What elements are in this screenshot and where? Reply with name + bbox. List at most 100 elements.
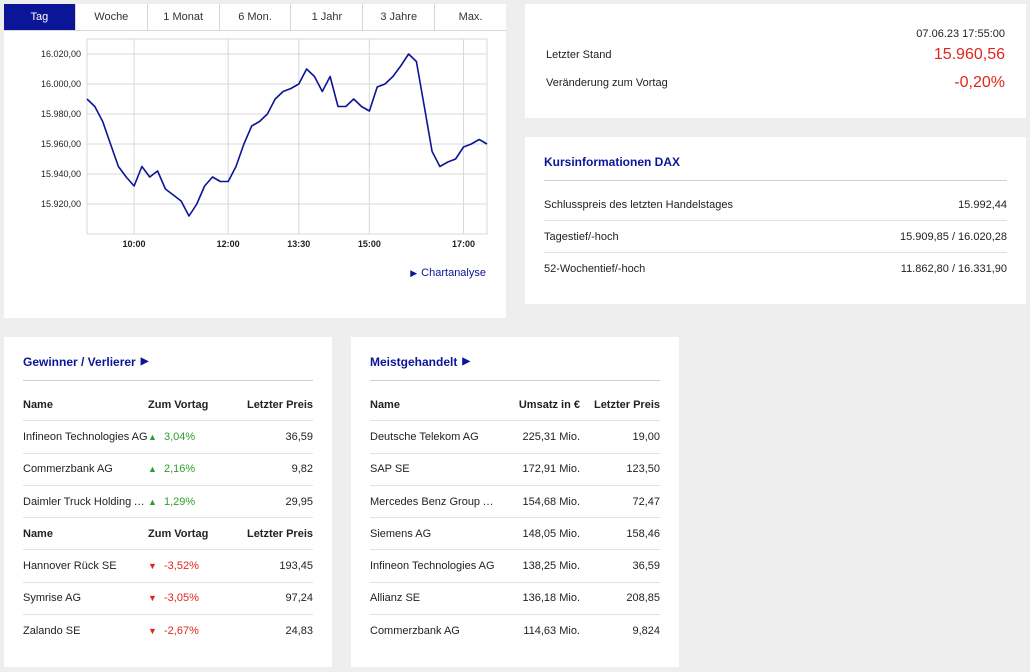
- y-tick-label: 15.980,00: [41, 109, 81, 119]
- info-label: Tagestief/-hoch: [544, 230, 619, 243]
- tab-max[interactable]: Max.: [458, 11, 483, 23]
- stock-change-value: 2,16%: [164, 463, 196, 476]
- col-change: Zum Vortag: [148, 398, 209, 411]
- stock-price: 29,95: [285, 495, 313, 508]
- table-row[interactable]: Daimler Truck Holding AG ▲ 1,29% 29,95: [23, 486, 313, 519]
- stock-volume: 154,68 Mio.: [522, 495, 580, 508]
- stock-name[interactable]: Allianz SE: [370, 592, 421, 605]
- change-value: -0,20%: [954, 74, 1005, 91]
- stock-name[interactable]: SAP SE: [370, 463, 410, 476]
- triangle-right-icon: ▶: [462, 356, 471, 367]
- tab-1-monat[interactable]: 1 Monat: [148, 4, 220, 30]
- stock-name[interactable]: Infineon Technologies AG: [370, 560, 495, 573]
- col-change: Zum Vortag: [148, 527, 209, 540]
- stock-name[interactable]: Commerzbank AG: [370, 625, 460, 638]
- tab-6-mon[interactable]: 6 Mon.: [220, 4, 292, 30]
- chartanalyse-label: Chartanalyse: [421, 267, 486, 279]
- table-row[interactable]: Allianz SE 136,18 Mio. 208,85: [370, 583, 660, 616]
- stock-price: 9,824: [632, 625, 660, 638]
- table-row[interactable]: Siemens AG 148,05 Mio. 158,46: [370, 518, 660, 551]
- stock-price: 19,00: [632, 430, 660, 443]
- last-price-value: 15.960,56: [933, 46, 1005, 63]
- stock-volume: 148,05 Mio.: [522, 527, 580, 540]
- triangle-right-icon: ▶: [140, 356, 149, 367]
- x-tick-label: 12:00: [217, 239, 240, 249]
- stock-name[interactable]: Symrise AG: [23, 592, 82, 605]
- col-price: Letzter Preis: [246, 398, 313, 411]
- price-info-title-text: Kursinformationen DAX: [544, 155, 681, 169]
- most-traded-title[interactable]: Meistgehandelt ▶: [370, 355, 660, 381]
- x-tick-label: 10:00: [123, 239, 146, 249]
- table-header: Name Umsatz in € Letzter Preis: [370, 389, 660, 422]
- stock-name[interactable]: Infineon Technologies AG: [23, 430, 148, 443]
- table-header: Name Zum Vortag Letzter Preis: [23, 389, 313, 422]
- gainers-losers-title[interactable]: Gewinner / Verlierer ▶: [23, 355, 313, 381]
- dax-series-line: [86, 53, 488, 217]
- stock-change: ▲ 1,29%: [148, 496, 228, 508]
- most-traded-title-text: Meistgehandelt: [370, 355, 458, 369]
- most-traded-panel: Meistgehandelt ▶ Name Umsatz in € Letzte…: [351, 337, 679, 667]
- table-row[interactable]: Commerzbank AG ▲ 2,16% 9,82: [23, 454, 313, 486]
- stock-volume: 138,25 Mio.: [522, 560, 580, 573]
- stock-name[interactable]: Siemens AG: [370, 527, 432, 540]
- last-price-label: Letzter Stand: [546, 49, 612, 61]
- stock-change: ▼ -3,05%: [148, 592, 228, 604]
- table-row[interactable]: SAP SE 172,91 Mio. 123,50: [370, 454, 660, 486]
- triangle-down-icon: ▼: [148, 561, 157, 572]
- table-row[interactable]: Mercedes Benz Group AG ... 154,68 Mio. 7…: [370, 486, 660, 519]
- info-row-day-range: Tagestief/-hoch 15.909,85 / 16.020,28: [544, 221, 1007, 253]
- triangle-up-icon: ▲: [148, 431, 157, 442]
- chartanalyse-link[interactable]: ▶ Chartanalyse: [410, 267, 486, 279]
- stock-change-value: -3,52%: [164, 560, 199, 573]
- table-row[interactable]: Infineon Technologies AG ▲ 3,04% 36,59: [23, 421, 313, 454]
- table-row[interactable]: Zalando SE ▼ -2,67% 24,83: [23, 615, 313, 647]
- stock-volume: 225,31 Mio.: [522, 430, 580, 443]
- tab-woche[interactable]: Woche: [76, 4, 148, 30]
- col-price: Letzter Preis: [593, 398, 660, 411]
- info-value: 15.992,44: [958, 198, 1007, 211]
- col-name: Name: [370, 398, 400, 411]
- stock-name[interactable]: Deutsche Telekom AG: [370, 430, 479, 443]
- triangle-down-icon: ▼: [148, 626, 157, 637]
- stock-price: 24,83: [285, 625, 313, 638]
- x-tick-label: 13:30: [287, 239, 310, 249]
- table-row[interactable]: Commerzbank AG 114,63 Mio. 9,824: [370, 615, 660, 647]
- triangle-down-icon: ▼: [148, 593, 157, 604]
- triangle-up-icon: ▲: [148, 496, 157, 507]
- quote-timestamp: 07.06.23 17:55:00: [916, 28, 1005, 40]
- tab-3-jahre[interactable]: 3 Jahre: [363, 4, 436, 30]
- stock-price: 158,46: [626, 527, 660, 540]
- table-row[interactable]: Deutsche Telekom AG 225,31 Mio. 19,00: [370, 421, 660, 454]
- table-row[interactable]: Hannover Rück SE ▼ -3,52% 193,45: [23, 550, 313, 583]
- stock-volume: 172,91 Mio.: [522, 463, 580, 476]
- tab-1-jahr[interactable]: 1 Jahr: [291, 4, 364, 30]
- stock-price: 123,50: [626, 463, 660, 476]
- y-tick-label: 16.000,00: [41, 79, 81, 89]
- col-volume: Umsatz in €: [518, 398, 580, 411]
- stock-name[interactable]: Hannover Rück SE: [23, 560, 117, 573]
- x-tick-label: 15:00: [358, 239, 381, 249]
- info-row-52w-range: 52-Wochentief/-hoch 11.862,80 / 16.331,9…: [544, 253, 1007, 285]
- tab-tag[interactable]: Tag: [4, 4, 76, 30]
- stock-name[interactable]: Mercedes Benz Group AG ...: [370, 495, 495, 508]
- col-name: Name: [23, 527, 53, 540]
- period-tabs: Tag Woche 1 Monat 6 Mon. 1 Jahr 3 Jahre …: [4, 4, 506, 31]
- gainers-losers-panel: Gewinner / Verlierer ▶ Name Zum Vortag L…: [4, 337, 332, 667]
- stock-name[interactable]: Zalando SE: [23, 625, 81, 638]
- table-header: Name Zum Vortag Letzter Preis: [23, 518, 313, 551]
- info-value: 15.909,85 / 16.020,28: [899, 230, 1007, 243]
- stock-change: ▲ 2,16%: [148, 463, 228, 475]
- gainers-losers-table: Name Zum Vortag Letzter Preis Infineon T…: [23, 389, 313, 647]
- col-name: Name: [23, 398, 53, 411]
- most-traded-table: Name Umsatz in € Letzter Preis Deutsche …: [370, 389, 660, 647]
- stock-change-value: -2,67%: [164, 625, 199, 638]
- stock-name[interactable]: Commerzbank AG: [23, 463, 113, 476]
- table-row[interactable]: Symrise AG ▼ -3,05% 97,24: [23, 583, 313, 616]
- y-tick-label: 15.960,00: [41, 139, 81, 149]
- last-price-row: Letzter Stand 15.960,56: [546, 46, 1005, 64]
- stock-change: ▲ 3,04%: [148, 431, 228, 443]
- info-label: Schlusspreis des letzten Handelstages: [544, 198, 733, 211]
- stock-price: 208,85: [626, 592, 660, 605]
- table-row[interactable]: Infineon Technologies AG 138,25 Mio. 36,…: [370, 550, 660, 583]
- stock-name[interactable]: Daimler Truck Holding AG: [23, 495, 148, 508]
